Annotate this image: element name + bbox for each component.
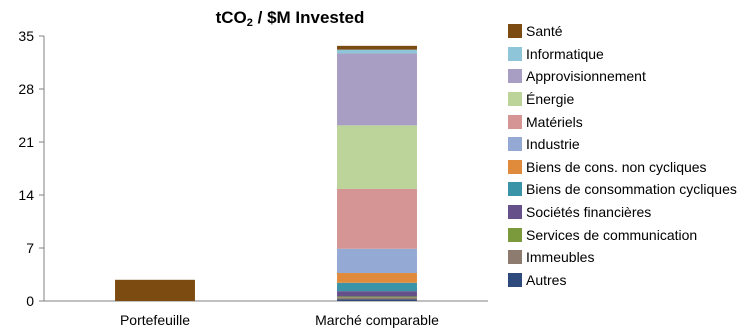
bar-segment xyxy=(337,297,417,300)
chart-title-main: tCO xyxy=(215,8,247,27)
legend-swatch xyxy=(508,92,522,107)
y-tick-label: 7 xyxy=(26,240,34,256)
legend-swatch xyxy=(508,114,522,129)
legend-item: Matériels xyxy=(508,110,744,133)
bar-segment xyxy=(337,188,417,249)
legend-item: Biens de cons. non cycliques xyxy=(508,156,744,179)
legend-item: Énergie xyxy=(508,88,744,111)
legend-item: Immeubles xyxy=(508,246,744,269)
legend-item: Sociétés financières xyxy=(508,201,744,224)
x-axis: Portefeuille Marché comparable xyxy=(44,300,488,328)
x-tick-label: Marché comparable xyxy=(315,312,439,328)
bar-segment xyxy=(115,279,195,301)
legend: Santé Informatique Approvisionnement Énergi… xyxy=(508,20,744,291)
legend-label: Immeubles xyxy=(526,249,595,266)
legend-label: Matériels xyxy=(526,113,583,130)
legend-item: Biens de consommation cycliques xyxy=(508,178,744,201)
legend-swatch xyxy=(508,24,522,39)
y-tick-label: 21 xyxy=(18,134,34,150)
legend-label: Services de communication xyxy=(526,226,698,243)
legend-swatch xyxy=(508,205,522,220)
y-tick-label: 14 xyxy=(18,187,34,203)
chart-title-suffix: / $M Invested xyxy=(252,8,365,27)
y-tick-label: 0 xyxy=(26,293,34,309)
legend-swatch xyxy=(508,69,522,84)
legend-swatch xyxy=(508,227,522,242)
bar-segment xyxy=(337,49,417,54)
legend-label: Informatique xyxy=(526,45,604,62)
bar-segment xyxy=(337,282,417,292)
bar-segment xyxy=(337,291,417,297)
legend-label: Biens de cons. non cycliques xyxy=(526,158,707,175)
bar-segment xyxy=(337,125,417,189)
legend-item: Informatique xyxy=(508,43,744,66)
bar-segment xyxy=(337,248,417,273)
legend-item: Autres xyxy=(508,269,744,292)
legend-item: Santé xyxy=(508,20,744,43)
legend-swatch xyxy=(508,159,522,174)
legend-item: Services de communication xyxy=(508,223,744,246)
legend-label: Autres xyxy=(526,271,567,288)
legend-label: Sociétés financières xyxy=(526,204,652,221)
legend-swatch xyxy=(508,250,522,265)
bar-segment xyxy=(337,53,417,126)
y-axis: 0 7 14 21 28 35 xyxy=(18,28,45,309)
legend-label: Santé xyxy=(526,23,563,40)
bar-segment xyxy=(337,296,417,298)
legend-swatch xyxy=(508,182,522,197)
legend-label: Biens de consommation cycliques xyxy=(526,181,737,198)
y-tick-label: 28 xyxy=(18,81,34,97)
legend-swatch xyxy=(508,46,522,61)
bar-segment xyxy=(337,272,417,283)
bar-segment xyxy=(337,299,417,301)
bar-segment xyxy=(337,45,417,50)
legend-item: Approvisionnement xyxy=(508,65,744,88)
legend-label: Industrie xyxy=(526,136,580,153)
legend-label: Approvisionnement xyxy=(526,68,646,85)
legend-swatch xyxy=(508,272,522,287)
legend-item: Industrie xyxy=(508,133,744,156)
x-tick-label: Portefeuille xyxy=(120,312,190,328)
bars xyxy=(115,45,417,301)
legend-swatch xyxy=(508,137,522,152)
legend-label: Énergie xyxy=(526,91,575,108)
chart-title: tCO2 / $M Invested xyxy=(130,8,450,29)
chart-title-subscript: 2 xyxy=(246,17,253,29)
y-tick-label: 35 xyxy=(18,28,34,44)
